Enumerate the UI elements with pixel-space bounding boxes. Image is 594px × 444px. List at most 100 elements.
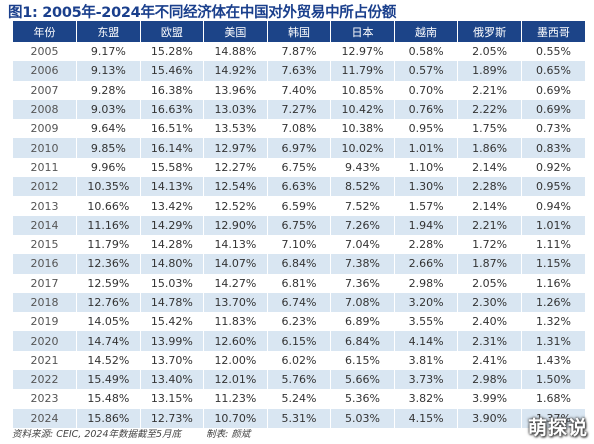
share-cell: 2.40% bbox=[457, 312, 522, 332]
year-cell: 2014 bbox=[13, 215, 78, 235]
share-cell: 14.05% bbox=[76, 312, 141, 332]
watermark-logo: 萌探说 bbox=[527, 417, 588, 439]
year-cell: 2017 bbox=[13, 273, 78, 293]
share-cell: 6.81% bbox=[267, 273, 332, 293]
header-usa: 美国 bbox=[203, 21, 268, 42]
year-cell: 2012 bbox=[13, 177, 78, 197]
header-korea: 韩国 bbox=[267, 21, 332, 42]
footer: 资料来源: CEIC, 2024年数据截至5月底 制表: 颜斌 bbox=[12, 426, 272, 440]
year-cell: 2018 bbox=[13, 292, 78, 313]
share-cell: 1.37% bbox=[521, 408, 585, 428]
share-cell: 2.66% bbox=[394, 254, 459, 274]
share-cell: 3.20% bbox=[394, 292, 459, 313]
share-cell: 10.42% bbox=[330, 99, 395, 120]
share-cell: 6.15% bbox=[267, 331, 332, 351]
table-row: 2009 9.64% 16.51% 13.53% 7.08% 10.38% 0.95% 1.7… bbox=[13, 119, 585, 139]
share-cell: 15.03% bbox=[140, 273, 205, 293]
table-row: 2011 9.96% 15.58% 12.27% 6.75% 9.43% 1.10% 2.14… bbox=[13, 157, 585, 178]
table-row: 2023 15.48% 13.15% 11.23% 5.24% 5.36% 3.82% 3.9… bbox=[13, 389, 585, 409]
share-cell: 3.73% bbox=[394, 370, 459, 390]
share-cell: 1.31% bbox=[521, 331, 585, 351]
share-cell: 2.98% bbox=[394, 273, 459, 293]
share-cell: 6.23% bbox=[267, 312, 332, 332]
share-cell: 9.28% bbox=[76, 80, 141, 100]
year-cell: 2005 bbox=[13, 42, 78, 62]
share-cell: 10.38% bbox=[330, 119, 395, 139]
share-cell: 6.75% bbox=[267, 215, 332, 235]
table-row: 2006 9.13% 15.46% 14.92% 7.63% 11.79% 0.57% 1.8… bbox=[13, 61, 585, 81]
share-cell: 1.01% bbox=[521, 215, 585, 235]
share-cell: 2.21% bbox=[457, 215, 522, 235]
share-cell: 11.83% bbox=[203, 312, 268, 332]
share-cell: 14.27% bbox=[203, 273, 268, 293]
share-cell: 3.55% bbox=[394, 312, 459, 332]
table-row: 2013 10.66% 13.42% 12.52% 6.59% 7.52% 1.57% 2.1… bbox=[13, 196, 585, 216]
share-cell: 0.73% bbox=[521, 119, 585, 139]
share-cell: 13.40% bbox=[140, 370, 205, 390]
share-cell: 1.15% bbox=[521, 254, 585, 274]
share-cell: 0.94% bbox=[521, 196, 585, 216]
share-cell: 7.04% bbox=[330, 234, 395, 255]
table-row: 2022 15.49% 13.40% 12.01% 5.76% 5.66% 3.73% 2.9… bbox=[13, 370, 585, 390]
share-cell: 7.08% bbox=[330, 292, 395, 313]
share-cell: 6.02% bbox=[267, 350, 332, 371]
table-row: 2015 11.79% 14.28% 14.13% 7.10% 7.04% 2.28% 1.7… bbox=[13, 234, 585, 255]
table-row: 2021 14.52% 13.70% 12.00% 6.02% 6.15% 3.81% 2.4… bbox=[13, 350, 585, 371]
share-cell: 13.99% bbox=[140, 331, 205, 351]
share-cell: 6.84% bbox=[267, 254, 332, 274]
share-cell: 0.92% bbox=[521, 157, 585, 178]
share-cell: 1.89% bbox=[457, 61, 522, 81]
share-cell: 15.28% bbox=[140, 42, 205, 62]
share-cell: 12.27% bbox=[203, 157, 268, 178]
year-cell: 2015 bbox=[13, 234, 78, 255]
share-cell: 10.35% bbox=[76, 177, 141, 197]
year-cell: 2020 bbox=[13, 331, 78, 351]
share-cell: 15.46% bbox=[140, 61, 205, 81]
share-cell: 14.29% bbox=[140, 215, 205, 235]
share-cell: 7.38% bbox=[330, 254, 395, 274]
share-cell: 1.68% bbox=[521, 389, 585, 409]
share-cell: 9.13% bbox=[76, 61, 141, 81]
footer-source: 资料来源: CEIC, 2024年数据截至5月底 bbox=[12, 429, 182, 440]
share-cell: 7.27% bbox=[267, 99, 332, 120]
trade-share-table: 年份 东盟 欧盟 美国 韩国 日本 越南 俄罗斯 墨西哥 2005 9.17% 15… bbox=[13, 21, 585, 428]
share-cell: 6.89% bbox=[330, 312, 395, 332]
share-cell: 12.00% bbox=[203, 350, 268, 371]
share-cell: 3.90% bbox=[457, 408, 522, 428]
share-cell: 3.82% bbox=[394, 389, 459, 409]
share-cell: 7.08% bbox=[267, 119, 332, 139]
share-cell: 2.31% bbox=[457, 331, 522, 351]
year-cell: 2008 bbox=[13, 99, 78, 120]
share-cell: 0.69% bbox=[521, 80, 585, 100]
year-cell: 2011 bbox=[13, 157, 78, 178]
table-row: 2020 14.74% 13.99% 12.60% 6.15% 6.84% 4.14% 2.3… bbox=[13, 331, 585, 351]
share-cell: 14.07% bbox=[203, 254, 268, 274]
share-cell: 13.53% bbox=[203, 119, 268, 139]
share-cell: 6.59% bbox=[267, 196, 332, 216]
share-cell: 1.10% bbox=[394, 157, 459, 178]
share-cell: 6.97% bbox=[267, 138, 332, 158]
header-mexico: 墨西哥 bbox=[521, 21, 585, 42]
share-cell: 2.21% bbox=[457, 80, 522, 100]
share-cell: 13.03% bbox=[203, 99, 268, 120]
share-cell: 10.66% bbox=[76, 196, 141, 216]
share-cell: 9.03% bbox=[76, 99, 141, 120]
year-cell: 2016 bbox=[13, 254, 78, 274]
share-cell: 3.81% bbox=[394, 350, 459, 371]
share-cell: 12.90% bbox=[203, 215, 268, 235]
share-cell: 15.49% bbox=[76, 370, 141, 390]
share-cell: 15.58% bbox=[140, 157, 205, 178]
share-cell: 12.54% bbox=[203, 177, 268, 197]
share-cell: 1.26% bbox=[521, 292, 585, 313]
share-cell: 6.75% bbox=[267, 157, 332, 178]
share-cell: 6.63% bbox=[267, 177, 332, 197]
table-row: 2012 10.35% 14.13% 12.54% 6.63% 8.52% 1.30% 2.2… bbox=[13, 177, 585, 197]
share-cell: 11.23% bbox=[203, 389, 268, 409]
share-cell: 12.52% bbox=[203, 196, 268, 216]
share-cell: 2.14% bbox=[457, 196, 522, 216]
year-cell: 2013 bbox=[13, 196, 78, 216]
header-russia: 俄罗斯 bbox=[457, 21, 522, 42]
share-cell: 12.59% bbox=[76, 273, 141, 293]
table-row: 2010 9.85% 16.14% 12.97% 6.97% 10.02% 1.01% 1.8… bbox=[13, 138, 585, 158]
header-japan: 日本 bbox=[330, 21, 395, 42]
